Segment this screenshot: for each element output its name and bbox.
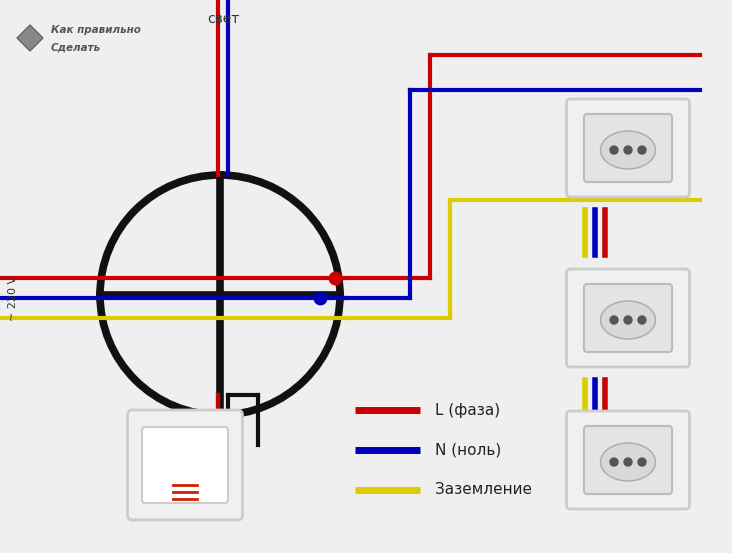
Circle shape (638, 316, 646, 324)
Ellipse shape (600, 131, 655, 169)
FancyBboxPatch shape (584, 284, 672, 352)
Circle shape (610, 316, 618, 324)
FancyBboxPatch shape (567, 99, 690, 197)
FancyBboxPatch shape (127, 410, 242, 520)
Ellipse shape (600, 443, 655, 481)
Ellipse shape (600, 301, 655, 339)
Text: Сделать: Сделать (51, 43, 101, 53)
Circle shape (610, 458, 618, 466)
FancyBboxPatch shape (584, 114, 672, 182)
Circle shape (638, 146, 646, 154)
Circle shape (624, 458, 632, 466)
Circle shape (610, 146, 618, 154)
Text: ~ 220 V: ~ 220 V (8, 275, 18, 321)
Circle shape (624, 146, 632, 154)
FancyBboxPatch shape (567, 411, 690, 509)
Text: Заземление: Заземление (435, 483, 532, 498)
FancyBboxPatch shape (142, 427, 228, 503)
Text: свет: свет (207, 12, 239, 26)
Text: N (ноль): N (ноль) (435, 442, 501, 457)
Text: Как правильно: Как правильно (51, 25, 141, 35)
FancyBboxPatch shape (584, 426, 672, 494)
Circle shape (624, 316, 632, 324)
Text: L (фаза): L (фаза) (435, 403, 500, 418)
FancyBboxPatch shape (567, 269, 690, 367)
Circle shape (638, 458, 646, 466)
Polygon shape (17, 25, 43, 51)
